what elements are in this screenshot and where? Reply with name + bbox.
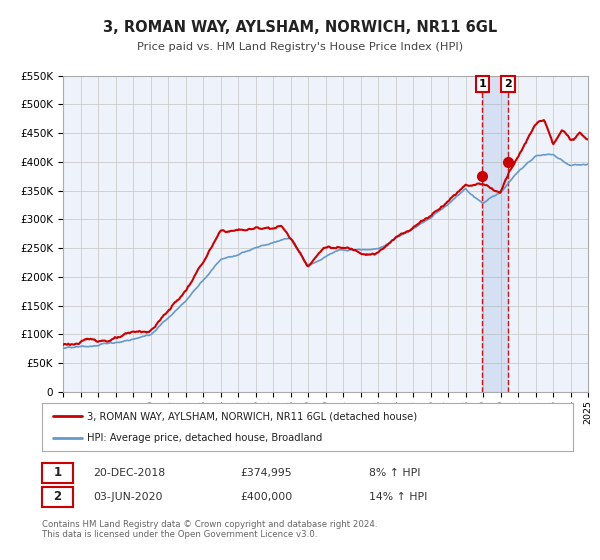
- Text: Contains HM Land Registry data © Crown copyright and database right 2024.
This d: Contains HM Land Registry data © Crown c…: [42, 520, 377, 539]
- Text: £400,000: £400,000: [240, 492, 292, 502]
- Text: HPI: Average price, detached house, Broadland: HPI: Average price, detached house, Broa…: [87, 433, 323, 443]
- Text: Price paid vs. HM Land Registry's House Price Index (HPI): Price paid vs. HM Land Registry's House …: [137, 41, 463, 52]
- Text: 1: 1: [53, 466, 62, 479]
- Text: 3, ROMAN WAY, AYLSHAM, NORWICH, NR11 6GL: 3, ROMAN WAY, AYLSHAM, NORWICH, NR11 6GL: [103, 20, 497, 35]
- Text: 03-JUN-2020: 03-JUN-2020: [93, 492, 163, 502]
- Text: 2: 2: [504, 79, 512, 89]
- Text: 8% ↑ HPI: 8% ↑ HPI: [369, 468, 421, 478]
- Bar: [482, 76, 508, 392]
- Text: £374,995: £374,995: [240, 468, 292, 478]
- Text: 20-DEC-2018: 20-DEC-2018: [93, 468, 165, 478]
- Text: 2: 2: [53, 490, 62, 503]
- Text: 1: 1: [479, 79, 487, 89]
- Text: 14% ↑ HPI: 14% ↑ HPI: [369, 492, 427, 502]
- Text: 3, ROMAN WAY, AYLSHAM, NORWICH, NR11 6GL (detached house): 3, ROMAN WAY, AYLSHAM, NORWICH, NR11 6GL…: [87, 411, 417, 421]
